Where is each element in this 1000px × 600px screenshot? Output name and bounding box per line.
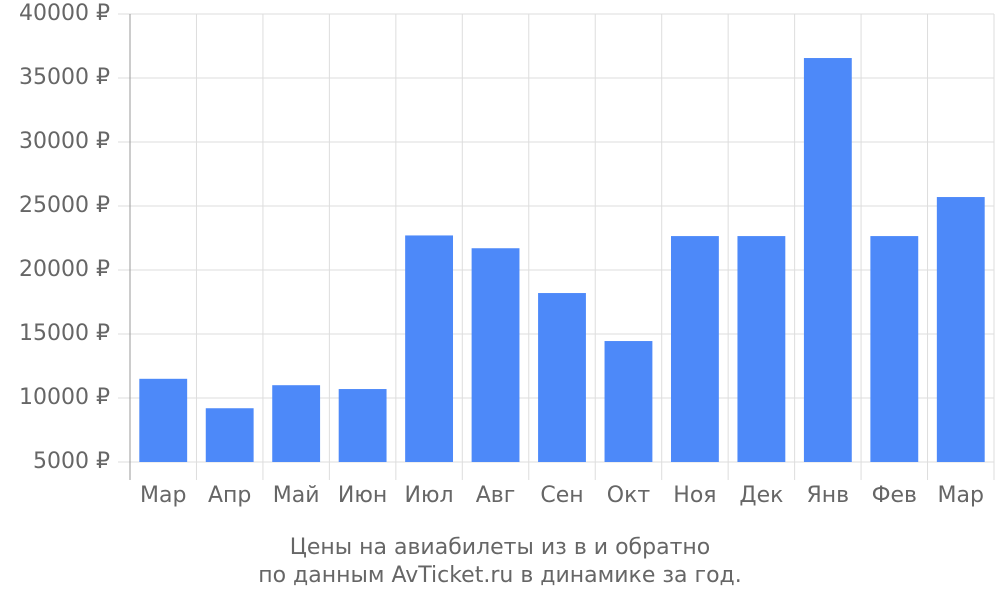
x-tick-label: Фев: [872, 483, 917, 508]
x-tick-label: Июл: [405, 483, 454, 508]
chart-title: Цены на авиабилеты из в и обратно: [290, 535, 710, 560]
bar: [604, 341, 653, 462]
bar: [338, 389, 387, 462]
x-tick-label: Ноя: [673, 483, 716, 508]
y-tick-label: 5000 ₽: [33, 449, 110, 474]
chart-subtitle: по данным AvTicket.ru в динамике за год.: [258, 563, 742, 588]
bar: [803, 58, 852, 462]
y-tick-label: 10000 ₽: [19, 385, 110, 410]
bar: [737, 236, 786, 462]
bar: [471, 248, 520, 462]
bar: [936, 197, 985, 463]
bar: [205, 408, 254, 462]
y-tick-label: 35000 ₽: [19, 65, 110, 90]
bar: [870, 236, 919, 462]
y-tick-label: 30000 ₽: [19, 129, 110, 154]
bar: [538, 293, 586, 462]
y-tick-label: 25000 ₽: [19, 193, 110, 218]
x-tick-label: Июн: [338, 483, 387, 508]
y-tick-label: 40000 ₽: [19, 1, 110, 26]
bar: [139, 378, 188, 462]
x-tick-label: Дек: [739, 483, 783, 508]
x-tick-label: Окт: [607, 483, 651, 508]
x-tick-label: Мар: [140, 483, 186, 508]
x-tick-label: Сен: [540, 483, 583, 508]
x-tick-label: Авг: [476, 483, 516, 508]
y-tick-label: 15000 ₽: [19, 321, 110, 346]
x-tick-label: Апр: [208, 483, 251, 508]
x-tick-label: Май: [273, 483, 320, 508]
x-tick-label: Янв: [807, 483, 850, 508]
x-tick-label: Мар: [938, 483, 984, 508]
bar: [272, 385, 321, 462]
y-tick-label: 20000 ₽: [19, 257, 110, 282]
bar: [405, 235, 454, 462]
bar: [670, 236, 719, 462]
